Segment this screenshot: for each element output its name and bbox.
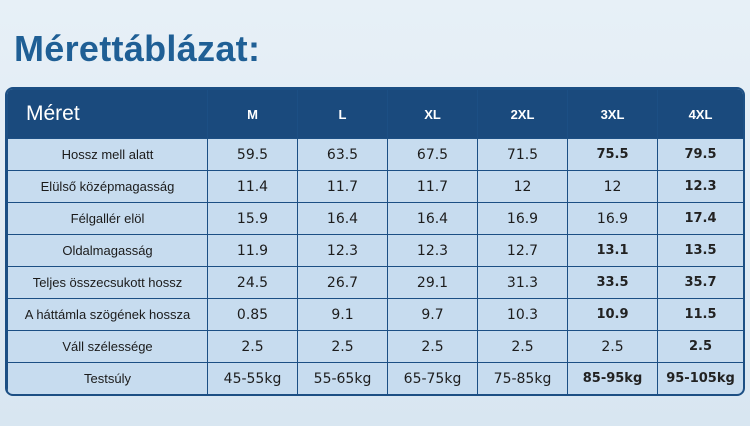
row-label: A háttámla szögének hossza [7, 298, 208, 331]
table-cell: 0.85 [207, 298, 298, 331]
table-cell: 24.5 [207, 266, 298, 299]
table-cell: 12 [567, 170, 658, 203]
table-cell: 45-55kg [207, 362, 298, 394]
header-cell-m: M [207, 89, 298, 139]
row-label: Hossz mell alatt [7, 138, 208, 171]
table-cell: 29.1 [387, 266, 478, 299]
row-label: Teljes összecsukott hossz [7, 266, 208, 299]
table-row: Testsúly 45-55kg 55-65kg 65-75kg 75-85kg… [7, 362, 743, 394]
row-label: Oldalmagasság [7, 234, 208, 267]
header-cell-size: Méret [7, 89, 208, 139]
header-cell-3xl: 3XL [567, 89, 658, 139]
table-cell: 79.5 [657, 138, 743, 171]
table-cell: 75-85kg [477, 362, 568, 394]
table-cell: 59.5 [207, 138, 298, 171]
table-cell: 2.5 [567, 330, 658, 363]
table-row: A háttámla szögének hossza 0.85 9.1 9.7 … [7, 298, 743, 331]
table-cell: 71.5 [477, 138, 568, 171]
table-row: Hossz mell alatt 59.5 63.5 67.5 71.5 75.… [7, 138, 743, 171]
table-cell: 12 [477, 170, 568, 203]
header-cell-l: L [297, 89, 388, 139]
table-cell: 85-95kg [567, 362, 658, 394]
table-cell: 9.7 [387, 298, 478, 331]
table-cell: 55-65kg [297, 362, 388, 394]
table-cell: 26.7 [297, 266, 388, 299]
table-cell: 33.5 [567, 266, 658, 299]
table-row: Oldalmagasság 11.9 12.3 12.3 12.7 13.1 1… [7, 234, 743, 267]
table-cell: 2.5 [387, 330, 478, 363]
row-label: Testsúly [7, 362, 208, 394]
table-cell: 2.5 [477, 330, 568, 363]
table-cell: 11.5 [657, 298, 743, 331]
header-cell-4xl: 4XL [657, 89, 743, 139]
table-cell: 16.4 [297, 202, 388, 235]
table-cell: 13.1 [567, 234, 658, 267]
size-chart-table: Méret M L XL 2XL 3XL 4XL Hossz mell alat… [5, 87, 745, 396]
row-label: Félgallér elöl [7, 202, 208, 235]
table-row: Váll szélessége 2.5 2.5 2.5 2.5 2.5 2.5 [7, 330, 743, 363]
table-cell: 2.5 [657, 330, 743, 363]
table-cell: 35.7 [657, 266, 743, 299]
table-cell: 16.9 [567, 202, 658, 235]
table-cell: 31.3 [477, 266, 568, 299]
header-cell-xl: XL [387, 89, 478, 139]
table-cell: 12.7 [477, 234, 568, 267]
table-cell: 2.5 [297, 330, 388, 363]
table-cell: 9.1 [297, 298, 388, 331]
table-cell: 67.5 [387, 138, 478, 171]
row-label: Elülső középmagasság [7, 170, 208, 203]
table-cell: 15.9 [207, 202, 298, 235]
table-cell: 10.3 [477, 298, 568, 331]
table-cell: 95-105kg [657, 362, 743, 394]
table-row: Elülső középmagasság 11.4 11.7 11.7 12 1… [7, 170, 743, 203]
table-cell: 12.3 [657, 170, 743, 203]
table-row: Félgallér elöl 15.9 16.4 16.4 16.9 16.9 … [7, 202, 743, 235]
table-cell: 2.5 [207, 330, 298, 363]
table-cell: 17.4 [657, 202, 743, 235]
table-cell: 12.3 [297, 234, 388, 267]
table-cell: 16.9 [477, 202, 568, 235]
table-cell: 12.3 [387, 234, 478, 267]
table-cell: 11.9 [207, 234, 298, 267]
table-row: Teljes összecsukott hossz 24.5 26.7 29.1… [7, 266, 743, 299]
table-cell: 13.5 [657, 234, 743, 267]
table-cell: 75.5 [567, 138, 658, 171]
table-cell: 11.4 [207, 170, 298, 203]
table-cell: 10.9 [567, 298, 658, 331]
header-cell-2xl: 2XL [477, 89, 568, 139]
table-cell: 65-75kg [387, 362, 478, 394]
page-title: Mérettáblázat: [14, 28, 261, 69]
table-cell: 16.4 [387, 202, 478, 235]
row-label: Váll szélessége [7, 330, 208, 363]
table-cell: 11.7 [297, 170, 388, 203]
table-cell: 11.7 [387, 170, 478, 203]
table-cell: 63.5 [297, 138, 388, 171]
header-row: Méret M L XL 2XL 3XL 4XL [7, 89, 743, 139]
